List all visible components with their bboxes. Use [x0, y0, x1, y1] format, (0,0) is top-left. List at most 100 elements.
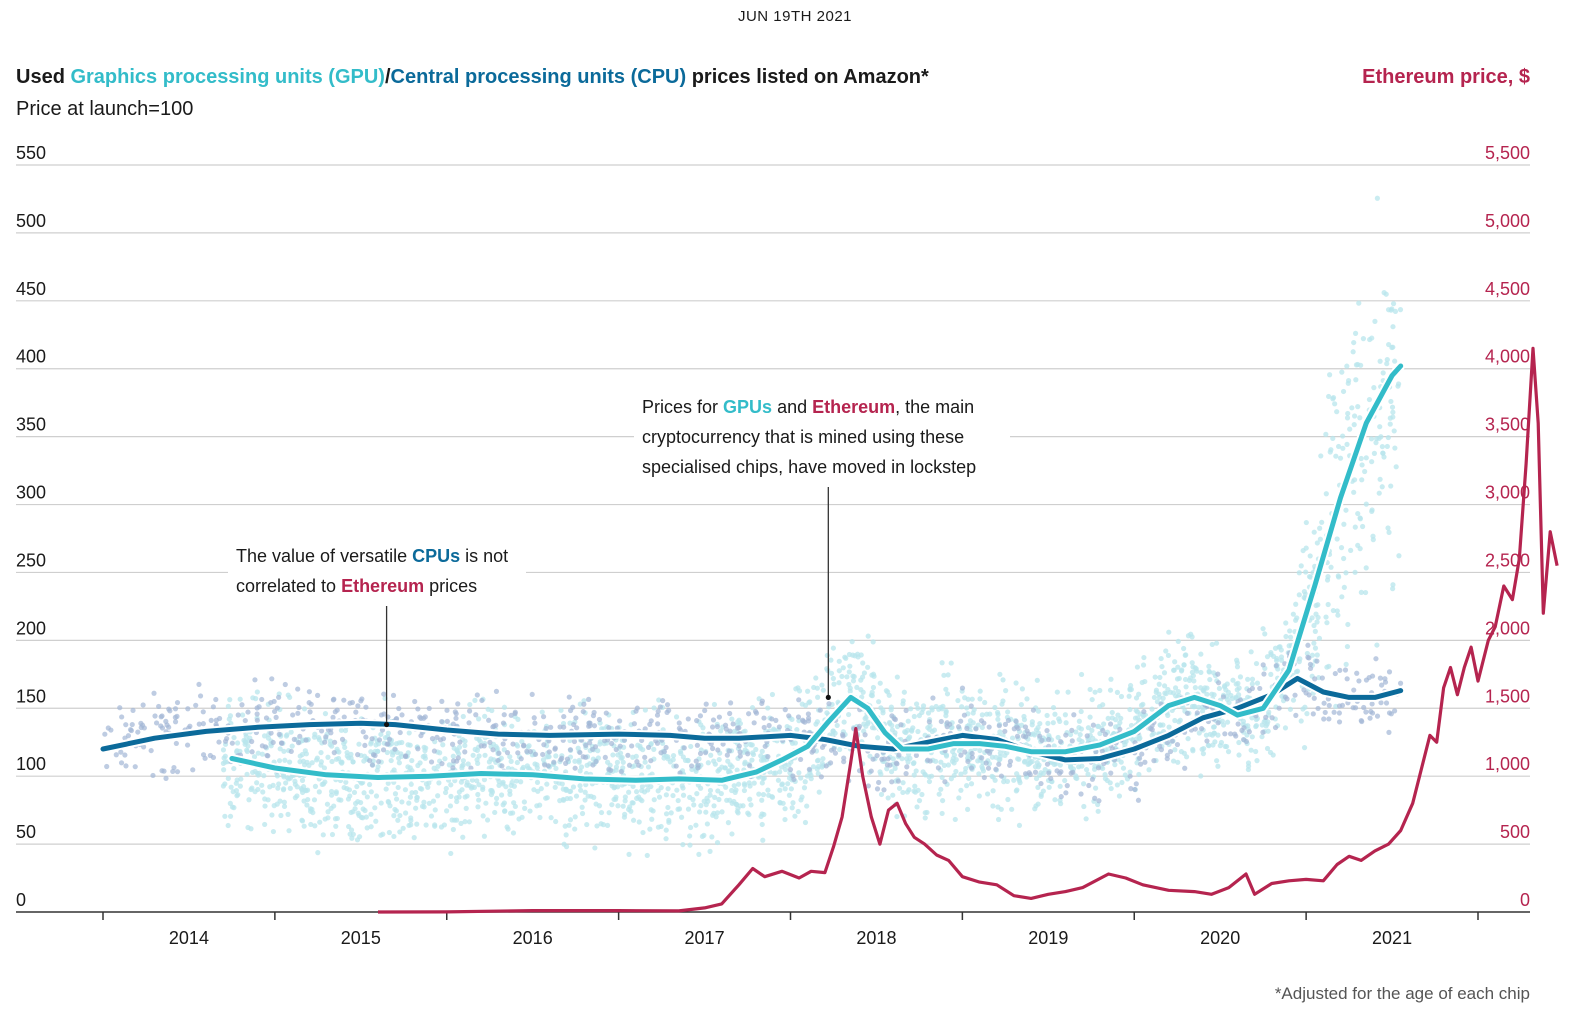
gpu-dot	[990, 803, 996, 809]
gpu-dot	[399, 799, 405, 805]
gpu-dot	[1240, 718, 1247, 724]
gpu-dot	[538, 786, 544, 792]
gpu-dot	[914, 804, 920, 810]
cpu-dot	[1368, 708, 1374, 715]
gpu-dot	[650, 808, 656, 814]
gpu-dot	[614, 759, 620, 765]
gpu-dot	[348, 827, 355, 833]
gpu-dot	[319, 781, 325, 788]
gpu-dot	[748, 742, 754, 748]
gpu-dot	[1351, 339, 1357, 346]
cpu-dot	[773, 717, 779, 723]
gpu-dot	[948, 776, 954, 782]
cpu-dot	[439, 718, 445, 725]
gpu-dot	[1298, 563, 1304, 569]
gpu-dot	[548, 815, 554, 821]
gpu-dot	[333, 790, 339, 796]
cpu-dot	[769, 716, 775, 722]
cpu-dot	[695, 762, 701, 768]
gpu-dot	[508, 782, 514, 788]
gpu-dot	[423, 781, 429, 787]
gpu-dot	[1392, 445, 1398, 451]
gpu-dot	[727, 762, 733, 768]
gpu-dot	[388, 757, 394, 764]
cpu-dot	[540, 714, 547, 720]
gpu-dot	[1334, 409, 1340, 415]
gpu-dot	[1388, 483, 1394, 489]
gpu-dot	[620, 803, 626, 809]
gpu-dot	[1016, 775, 1022, 782]
gpu-dot	[521, 799, 527, 805]
cpu-dot	[128, 727, 135, 734]
gpu-dot	[806, 700, 812, 706]
gpu-dot	[519, 814, 525, 820]
gpu-dot	[1080, 781, 1087, 787]
gpu-dot	[824, 652, 830, 659]
cpu-dot	[153, 720, 160, 726]
gpu-dot	[997, 671, 1003, 677]
cpu-dot	[1260, 729, 1266, 735]
cpu-dot	[891, 716, 897, 722]
y-left-tick: 150	[16, 686, 46, 706]
gpu-dot	[760, 792, 767, 798]
cpu-dot	[291, 736, 297, 742]
gpu-dot	[322, 816, 328, 822]
gpu-dot	[360, 815, 366, 821]
cpu-dot	[571, 721, 577, 728]
cpu-dot	[561, 713, 567, 720]
gpu-dot	[1259, 734, 1265, 740]
gpu-dot	[795, 808, 801, 815]
gpu-dot	[1178, 668, 1185, 674]
gpu-dot	[1101, 721, 1107, 727]
cpu-dot	[1046, 736, 1052, 743]
cpu-dot	[765, 753, 771, 760]
cpu-dot	[874, 786, 881, 792]
gpu-dot	[635, 742, 641, 748]
y-left-tick: 250	[16, 550, 46, 570]
annotation-bg	[634, 391, 1010, 487]
cpu-dot	[1128, 786, 1134, 792]
gpu-dot	[610, 752, 616, 758]
gpu-dot	[396, 760, 402, 766]
cpu-dot	[1084, 733, 1090, 739]
gpu-dot	[1344, 643, 1351, 650]
cpu-dot	[172, 706, 179, 712]
gpu-dot	[1380, 370, 1386, 376]
gpu-dot	[837, 746, 843, 753]
gpu-dot	[622, 798, 628, 804]
gpu-dot	[348, 751, 354, 757]
gpu-dot	[703, 809, 709, 815]
gpu-dot	[1185, 736, 1191, 742]
cpu-dot	[657, 704, 663, 710]
cpu-dot	[444, 718, 450, 724]
cpu-dot	[634, 758, 640, 765]
gpu-dot	[301, 706, 308, 712]
gpu-dot	[397, 829, 403, 835]
gpu-dot	[1390, 324, 1396, 330]
cpu-dot	[985, 765, 992, 771]
gpu-dot	[408, 781, 414, 787]
cpu-dot	[1363, 709, 1369, 715]
gpu-dot	[1235, 680, 1241, 686]
gpu-dot	[1341, 521, 1347, 527]
cpu-dot	[962, 749, 968, 755]
gpu-dot	[1264, 654, 1271, 660]
gpu-dot	[364, 794, 370, 800]
gpu-dot	[480, 786, 486, 793]
gpu-dot	[1175, 759, 1181, 765]
cpu-dot	[893, 760, 899, 766]
gpu-dot	[299, 818, 306, 824]
cpu-dot	[399, 712, 405, 718]
gpu-dot	[1108, 676, 1114, 682]
gpu-dot	[1266, 709, 1272, 715]
gpu-dot	[1207, 731, 1213, 737]
cpu-dot	[270, 739, 276, 746]
gpu-dot	[922, 810, 928, 816]
cpu-dot	[959, 685, 966, 691]
cpu-dot	[1164, 756, 1170, 762]
gpu-dot	[877, 680, 883, 686]
gpu-dot	[1133, 707, 1139, 714]
gpu-dot	[965, 806, 971, 813]
gpu-dot	[302, 748, 308, 754]
gpu-dot	[1358, 362, 1364, 368]
